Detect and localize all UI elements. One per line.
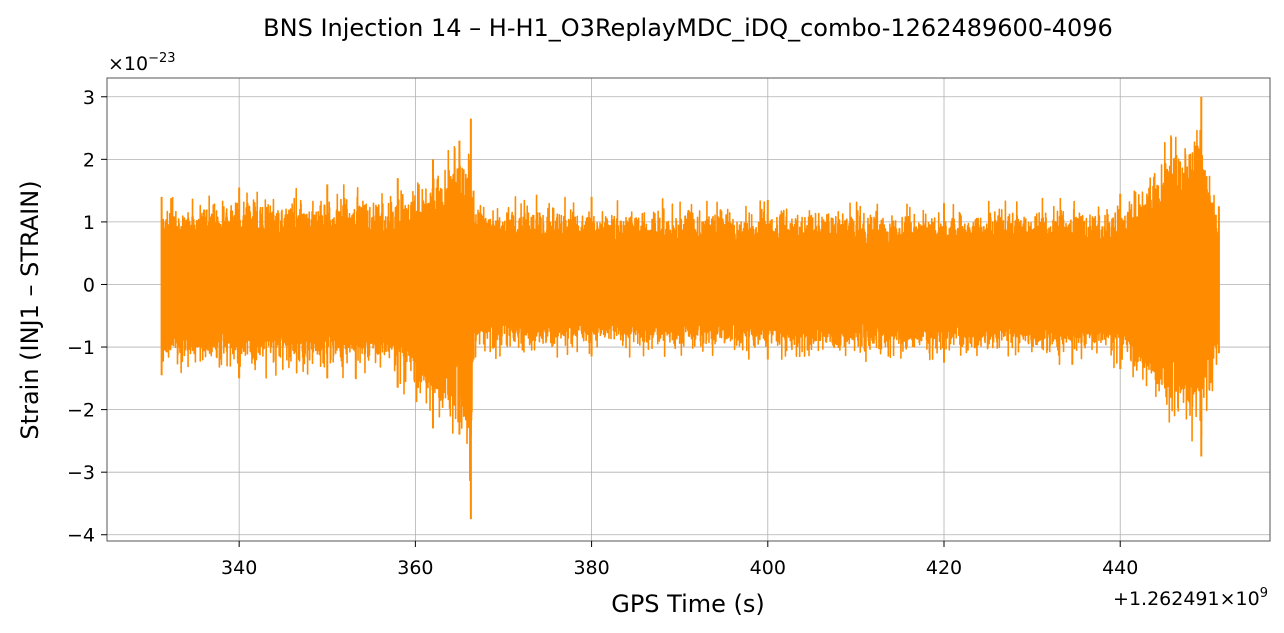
- x-tick-label: 380: [573, 557, 609, 579]
- y-tick-label: 0: [83, 274, 95, 296]
- x-offset-exponent: 9: [1260, 586, 1268, 601]
- y-tick-label: −2: [67, 400, 95, 422]
- y-multiplier-base: ×10: [108, 53, 148, 75]
- x-axis-label: GPS Time (s): [611, 590, 765, 618]
- y-tick-label: −1: [67, 337, 95, 359]
- y-axis-ticks: −4 −3 −2 −1 0 1 2 3: [67, 87, 107, 547]
- x-tick-label: 440: [1102, 557, 1138, 579]
- y-multiplier-exponent: −23: [148, 51, 175, 66]
- y-tick-label: 1: [83, 212, 95, 234]
- strain-series-line: [160, 129, 1220, 482]
- chart-title: BNS Injection 14 – H-H1_O3ReplayMDC_iDQ_…: [263, 14, 1113, 42]
- x-tick-label: 420: [926, 557, 962, 579]
- x-offset-label: +1.262491×109: [1113, 586, 1268, 610]
- x-tick-label: 340: [221, 557, 257, 579]
- x-tick-label: 400: [750, 557, 786, 579]
- y-tick-label: 2: [83, 149, 95, 171]
- x-tick-label: 360: [397, 557, 433, 579]
- plot-frame: [106, 77, 1271, 542]
- y-tick-label: −3: [67, 462, 95, 484]
- series-layer: [160, 96, 1220, 520]
- x-axis-ticks: 340 360 380 400 420 440: [221, 541, 1138, 579]
- y-axis-label: Strain (INJ1 – STRAIN): [16, 180, 44, 439]
- y-tick-label: 3: [83, 87, 95, 109]
- x-offset-base: +1.262491×10: [1113, 588, 1260, 610]
- y-multiplier-label: ×10−23: [108, 51, 176, 75]
- y-tick-label: −4: [67, 525, 95, 547]
